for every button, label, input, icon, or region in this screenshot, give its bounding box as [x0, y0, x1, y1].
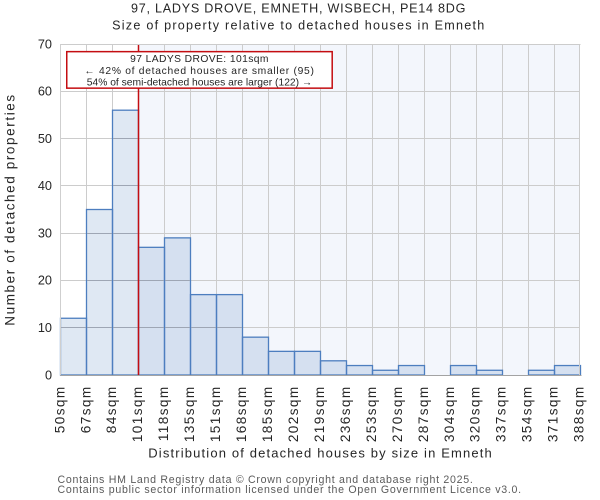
svg-text:Contains HM Land Registry data: Contains HM Land Registry data © Crown c…: [58, 474, 474, 486]
svg-text:202sqm: 202sqm: [286, 385, 301, 442]
svg-text:287sqm: 287sqm: [416, 385, 431, 442]
svg-text:101sqm: 101sqm: [130, 385, 145, 442]
svg-text:← 42% of detached houses are s: ← 42% of detached houses are smaller (95…: [84, 66, 314, 77]
svg-text:371sqm: 371sqm: [546, 385, 561, 442]
svg-text:118sqm: 118sqm: [156, 385, 171, 441]
svg-text:354sqm: 354sqm: [520, 385, 535, 442]
svg-text:Size of property relative to d: Size of property relative to detached ho…: [112, 19, 485, 33]
svg-text:20: 20: [38, 274, 52, 288]
svg-text:388sqm: 388sqm: [572, 385, 587, 442]
svg-text:253sqm: 253sqm: [364, 385, 379, 442]
svg-text:40: 40: [38, 179, 52, 193]
svg-text:Number of detached properties: Number of detached properties: [3, 93, 18, 326]
svg-text:50sqm: 50sqm: [52, 385, 67, 433]
svg-text:219sqm: 219sqm: [312, 385, 327, 442]
svg-text:Distribution of detached house: Distribution of detached houses by size …: [148, 446, 493, 461]
svg-text:236sqm: 236sqm: [338, 385, 353, 442]
svg-text:320sqm: 320sqm: [468, 385, 483, 442]
svg-text:185sqm: 185sqm: [260, 385, 275, 442]
svg-text:84sqm: 84sqm: [104, 385, 119, 433]
svg-text:168sqm: 168sqm: [234, 385, 249, 442]
svg-text:337sqm: 337sqm: [494, 385, 509, 442]
svg-text:60: 60: [38, 85, 52, 99]
svg-text:270sqm: 270sqm: [390, 385, 405, 442]
svg-text:97 LADYS DROVE: 101sqm: 97 LADYS DROVE: 101sqm: [130, 54, 269, 65]
svg-text:0: 0: [45, 368, 52, 382]
svg-text:135sqm: 135sqm: [182, 385, 197, 442]
svg-text:304sqm: 304sqm: [442, 385, 457, 442]
svg-text:50: 50: [38, 132, 52, 146]
svg-text:54% of semi-detached houses ar: 54% of semi-detached houses are larger (…: [87, 78, 313, 89]
svg-text:Contains public sector informa: Contains public sector information licen…: [58, 484, 522, 496]
svg-text:151sqm: 151sqm: [208, 385, 223, 442]
svg-text:30: 30: [38, 226, 52, 240]
svg-text:10: 10: [38, 321, 52, 335]
svg-text:97, LADYS DROVE, EMNETH, WISBE: 97, LADYS DROVE, EMNETH, WISBECH, PE14 8…: [131, 2, 466, 16]
svg-text:67sqm: 67sqm: [78, 385, 93, 433]
svg-text:70: 70: [38, 37, 52, 51]
